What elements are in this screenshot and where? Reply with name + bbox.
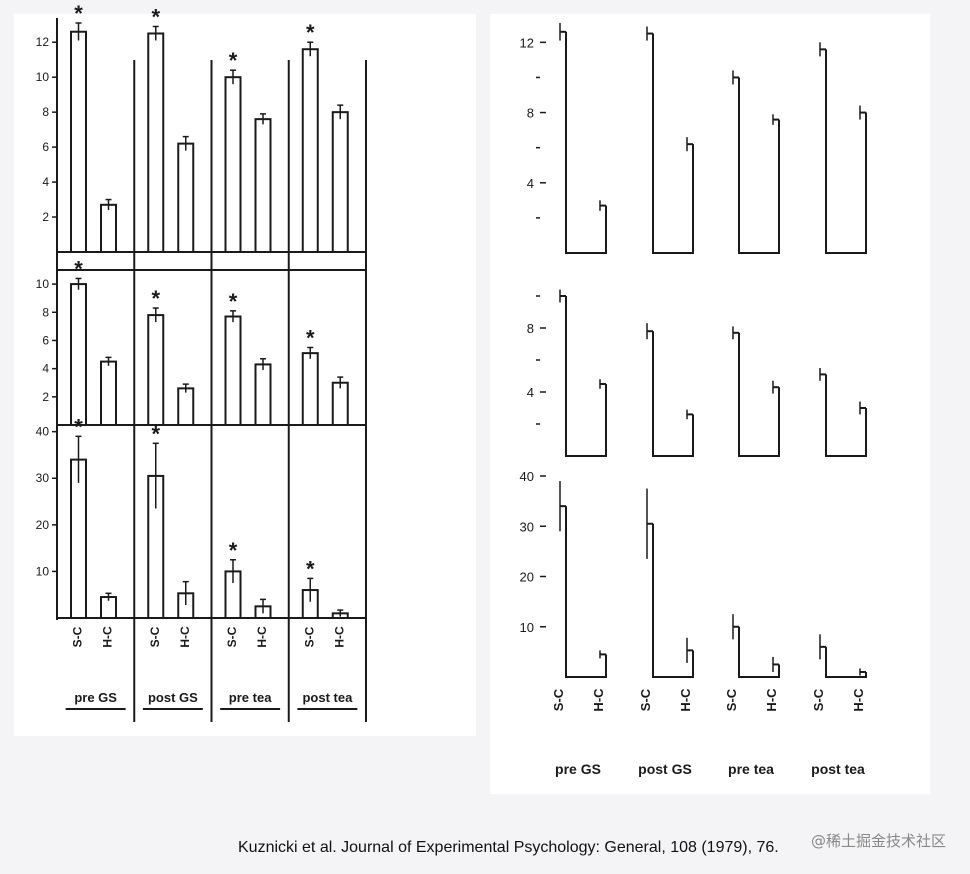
significance-star: * <box>74 256 83 281</box>
y-tick-label: 30 <box>36 471 50 485</box>
y-tick-label: 10 <box>36 564 50 578</box>
paper-left <box>14 14 476 736</box>
y-tick-label: 10 <box>36 277 50 291</box>
group-label: pre tea <box>728 761 774 777</box>
step-outline <box>825 374 867 457</box>
step-outline <box>565 31 607 254</box>
group-label: post GS <box>638 761 692 777</box>
y-tick-label: 4 <box>527 176 534 191</box>
step-outline <box>825 49 867 254</box>
group-label: post tea <box>811 761 865 777</box>
bar-category-label: S-C <box>225 626 239 647</box>
group-label: pre tea <box>229 690 272 705</box>
step-outline <box>738 332 780 457</box>
step-outline <box>565 296 607 457</box>
step-outline <box>652 33 694 254</box>
y-tick-label: 4 <box>42 362 49 376</box>
step-outline <box>738 626 780 678</box>
bar-category-label: H-C <box>255 626 269 648</box>
group-label: post GS <box>148 690 198 705</box>
y-tick-label: 8 <box>527 106 534 121</box>
significance-star: * <box>74 414 83 439</box>
bar-category-label: S-C <box>551 688 566 711</box>
bar-category-label: S-C <box>638 688 653 711</box>
y-tick-label: 8 <box>42 305 49 319</box>
bar-category-label: H-C <box>591 688 606 712</box>
paper-right <box>490 14 930 794</box>
significance-star: * <box>151 286 160 311</box>
step-outline <box>652 523 694 678</box>
bar-category-label: H-C <box>678 688 693 712</box>
significance-star: * <box>306 556 315 581</box>
y-tick-label: 8 <box>527 321 534 336</box>
y-tick-label: 10 <box>36 70 50 84</box>
y-tick-label: 40 <box>36 425 50 439</box>
y-tick-label: 6 <box>42 333 49 347</box>
y-tick-label: 4 <box>527 385 534 400</box>
y-tick-label: 20 <box>520 570 534 585</box>
bar-category-label: S-C <box>811 688 826 711</box>
y-tick-label: 20 <box>36 518 50 532</box>
bar-category-label: S-C <box>302 626 316 647</box>
left-bar-chart: 2 4 6 8 10 12 * * * * 2 4 6 8 10 * * * * 10 20 30 40 * * * * S-C H-C… <box>36 1 367 722</box>
y-tick-label: 8 <box>42 105 49 119</box>
significance-star: * <box>306 20 315 45</box>
significance-star: * <box>74 1 83 26</box>
bar-category-label: H-C <box>764 688 779 712</box>
y-tick-label: 30 <box>520 519 534 534</box>
bar-category-label: S-C <box>724 688 739 711</box>
bar-category-label: H-C <box>178 626 192 648</box>
significance-star: * <box>229 48 238 73</box>
significance-star: * <box>151 4 160 29</box>
step-outline <box>565 506 607 678</box>
bar-category-label: S-C <box>148 626 162 647</box>
significance-star: * <box>306 326 315 351</box>
step-outline <box>652 331 694 457</box>
step-outline <box>825 646 867 678</box>
significance-star: * <box>229 538 238 563</box>
bar-category-label: S-C <box>71 626 85 647</box>
y-tick-label: 2 <box>42 210 49 224</box>
y-tick-label: 12 <box>36 35 50 49</box>
step-outline <box>738 77 780 254</box>
watermark-text: @稀土掘金技术社区 <box>810 832 946 850</box>
right-step-chart: 4 8 12 4 8 10 20 30 40 S-C H-C pre GS S-C H-C post GS S… <box>520 23 867 777</box>
y-tick-label: 12 <box>520 35 534 50</box>
y-tick-label: 10 <box>520 620 534 635</box>
y-tick-label: 2 <box>42 390 49 404</box>
y-tick-label: 6 <box>42 140 49 154</box>
group-label: post tea <box>302 690 353 705</box>
figure-caption: Kuznicki et al. Journal of Experimental … <box>238 839 779 856</box>
y-tick-label: 40 <box>520 469 534 484</box>
group-label: pre GS <box>74 690 117 705</box>
group-label: pre GS <box>555 761 601 777</box>
y-tick-label: 4 <box>42 175 49 189</box>
bar-category-label: H-C <box>332 626 346 648</box>
bar-category-label: H-C <box>851 688 866 712</box>
significance-star: * <box>229 289 238 314</box>
significance-star: * <box>151 421 160 446</box>
bar-category-label: H-C <box>101 626 115 648</box>
